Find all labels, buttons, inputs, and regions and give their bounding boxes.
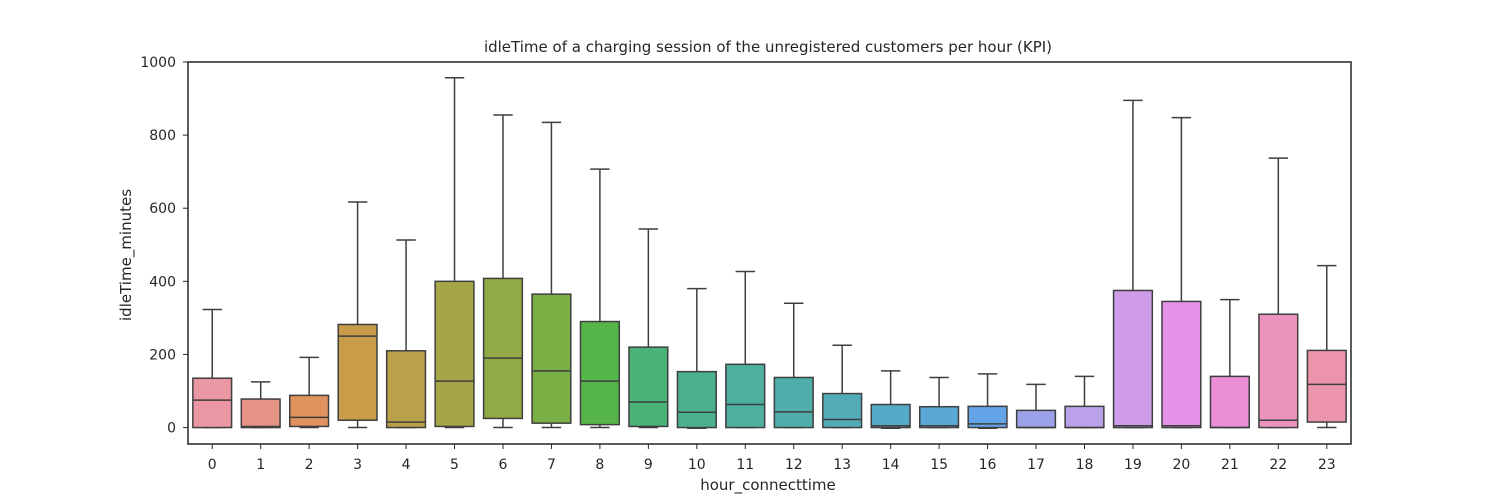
- x-axis-label: hour_connecttime: [700, 476, 836, 495]
- x-tick-label: 2: [305, 457, 314, 473]
- x-tick-label: 14: [882, 457, 900, 473]
- chart-title: idleTime of a charging session of the un…: [484, 38, 1052, 56]
- box-iqr: [1209, 375, 1250, 429]
- box-hour-3: [337, 201, 378, 429]
- box-iqr: [240, 398, 281, 429]
- x-tick-label: 15: [930, 457, 948, 473]
- x-tick-label: 1: [256, 457, 265, 473]
- x-tick-label: 18: [1076, 457, 1094, 473]
- box-iqr: [337, 323, 378, 421]
- box-hour-18: [1064, 375, 1105, 429]
- x-tick-label: 20: [1172, 457, 1190, 473]
- box-hour-13: [822, 344, 863, 429]
- box-iqr: [579, 320, 621, 426]
- x-tick-label: 6: [499, 457, 508, 473]
- box-iqr: [725, 363, 766, 429]
- box-iqr: [1015, 409, 1057, 429]
- x-tick-label: 17: [1027, 457, 1045, 473]
- box-iqr: [967, 405, 1008, 429]
- box-iqr: [434, 280, 475, 428]
- box-hour-6: [482, 114, 524, 429]
- plot-area-frame: [187, 61, 1352, 445]
- y-tick-label: 1000: [140, 55, 176, 71]
- box-hour-10: [676, 287, 717, 430]
- x-tick-label: 22: [1269, 457, 1287, 473]
- box-hour-12: [773, 302, 814, 429]
- x-tick-label: 8: [595, 457, 604, 473]
- x-tick-label: 16: [979, 457, 997, 473]
- box-iqr: [531, 293, 572, 424]
- box-iqr: [773, 376, 814, 429]
- y-tick-label: 400: [149, 274, 176, 290]
- box-iqr: [192, 377, 233, 429]
- x-tick-label: 11: [736, 457, 754, 473]
- box-iqr: [1306, 349, 1347, 423]
- x-tick-label: 13: [833, 457, 851, 473]
- box-hour-23: [1306, 264, 1347, 429]
- box-hour-5: [434, 76, 475, 429]
- box-iqr: [289, 394, 330, 428]
- box-hour-22: [1258, 157, 1299, 429]
- y-tick-label: 800: [149, 128, 176, 144]
- x-tick-label: 4: [402, 457, 411, 473]
- box-hour-17: [1015, 383, 1057, 429]
- box-hour-0: [192, 308, 233, 429]
- box-iqr: [385, 350, 427, 429]
- box-hour-16: [967, 373, 1008, 430]
- box-iqr: [628, 346, 669, 428]
- box-hour-14: [870, 370, 911, 430]
- box-hour-4: [385, 239, 427, 429]
- box-hour-20: [1161, 116, 1202, 429]
- x-tick-label: 21: [1221, 457, 1239, 473]
- x-tick-label: 23: [1318, 457, 1336, 473]
- x-tick-label: 9: [644, 457, 653, 473]
- box-hour-7: [531, 121, 572, 429]
- y-axis-label: idleTime_minutes: [117, 189, 136, 321]
- x-tick-label: 5: [450, 457, 459, 473]
- box-hour-2: [289, 356, 330, 429]
- box-iqr: [676, 370, 717, 429]
- box-hour-21: [1209, 298, 1250, 429]
- box-hour-9: [628, 228, 669, 429]
- box-hour-8: [579, 168, 621, 429]
- x-tick-label: 0: [208, 457, 217, 473]
- x-tick-label: 12: [785, 457, 803, 473]
- boxes-layer: [192, 76, 1347, 430]
- box-hour-15: [918, 376, 960, 429]
- box-iqr: [1064, 405, 1105, 429]
- box-hour-19: [1112, 99, 1154, 429]
- box-iqr: [1161, 300, 1202, 429]
- x-tick-label: 3: [353, 457, 362, 473]
- y-tick-label: 200: [149, 347, 176, 363]
- box-iqr: [1112, 289, 1154, 429]
- box-iqr: [482, 277, 524, 420]
- box-hour-1: [240, 381, 281, 429]
- x-tick-label: 19: [1124, 457, 1142, 473]
- y-tick-label: 600: [149, 201, 176, 217]
- x-tick-label: 10: [688, 457, 706, 473]
- y-tick-label: 0: [167, 421, 176, 437]
- x-tick-label: 7: [547, 457, 556, 473]
- box-iqr: [870, 403, 911, 429]
- box-hour-11: [725, 270, 766, 429]
- box-iqr: [1258, 313, 1299, 429]
- box-iqr: [918, 405, 960, 429]
- box-iqr: [822, 392, 863, 429]
